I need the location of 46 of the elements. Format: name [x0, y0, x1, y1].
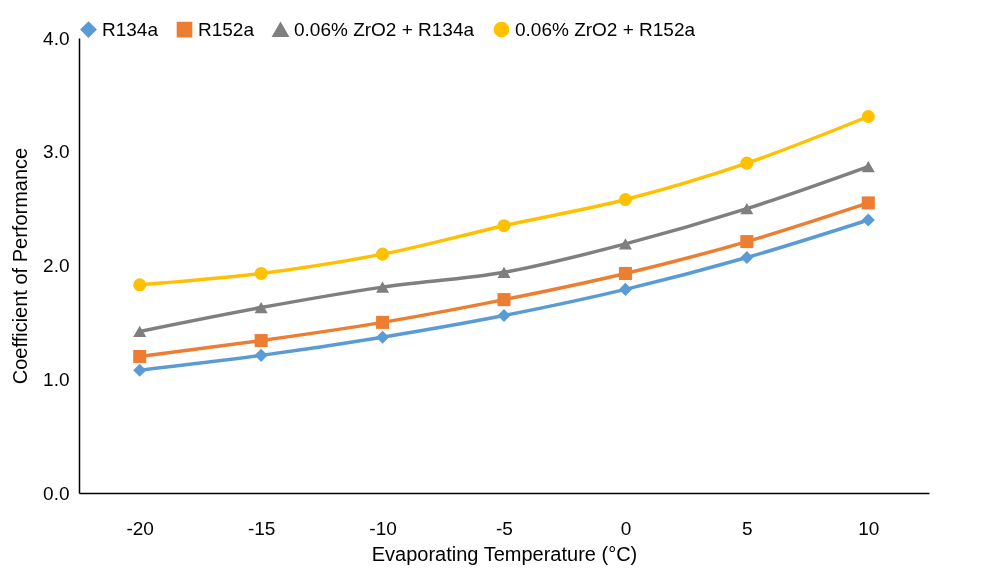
point [254, 301, 268, 314]
legend-label: 0.06% ZrO2 + R134a [294, 19, 475, 41]
point [740, 156, 754, 170]
x-tick-label: -20 [126, 517, 154, 539]
point [861, 196, 875, 210]
x-tick-label: -5 [496, 517, 513, 539]
point [376, 315, 390, 329]
point [618, 238, 632, 250]
point [133, 363, 147, 377]
point [618, 282, 632, 296]
legend-label: R152a [198, 18, 255, 40]
point [133, 278, 147, 292]
x-axis-title: Evaporating Temperature (°C) [371, 542, 638, 565]
legend-label: R134a [102, 18, 159, 40]
x-tick-label: 10 [858, 517, 880, 539]
x-tick-label: -15 [247, 517, 276, 539]
point [740, 235, 754, 249]
y-tick-label: 0.0 [43, 482, 70, 504]
point [861, 160, 875, 173]
point [376, 330, 390, 344]
point [618, 266, 632, 280]
point [861, 213, 875, 227]
point [254, 266, 268, 280]
point [133, 349, 147, 364]
point [618, 193, 632, 207]
point [497, 293, 511, 307]
x-tick-label: -10 [369, 517, 397, 539]
point [254, 348, 268, 362]
x-tick-label: 5 [742, 517, 753, 539]
point [861, 109, 875, 123]
y-tick-label: 2.0 [43, 255, 70, 276]
point [497, 219, 511, 233]
point [497, 309, 511, 323]
y-tick-label: 4.0 [43, 27, 70, 49]
point [376, 281, 390, 293]
point [497, 266, 511, 278]
y-tick-label: 1.0 [43, 368, 70, 390]
point [740, 202, 754, 215]
y-axis-title: Coefficient of Performance [9, 147, 32, 385]
point [133, 325, 147, 338]
point [254, 334, 268, 348]
point [376, 247, 390, 261]
point [740, 251, 754, 265]
y-tick-label: 3.0 [43, 141, 70, 163]
x-tick-label: 0 [620, 517, 632, 539]
legend-label: 0.06% ZrO2 + R152a [515, 18, 696, 40]
